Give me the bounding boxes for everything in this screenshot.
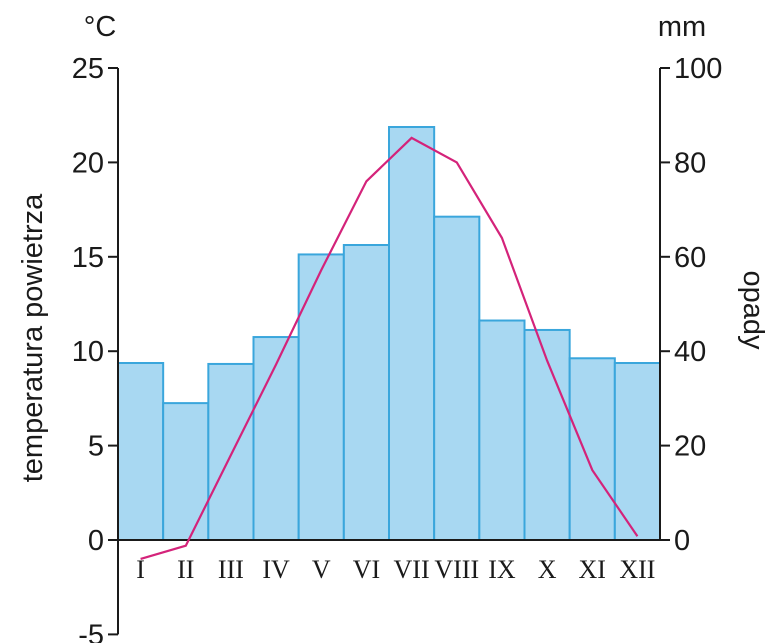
precip-bar-VI — [344, 245, 389, 540]
month-labels: I II III IV V VI VII VIII IX X XI XII — [136, 555, 655, 584]
left-axis-title: temperatura powietrza — [17, 193, 49, 482]
month-label-IV: IV — [262, 555, 290, 584]
left-axis-ticks: -5 0 5 10 15 20 25 — [72, 53, 118, 643]
month-label-V: V — [312, 555, 331, 584]
month-label-XI: XI — [579, 555, 606, 584]
right-axis-ticks: 0 20 40 60 80 100 — [660, 53, 722, 557]
left-tick-label: 25 — [72, 53, 104, 85]
left-tick-label: 20 — [72, 147, 104, 179]
precip-bar-IV — [254, 337, 299, 540]
precip-bar-IX — [479, 321, 524, 540]
left-tick-label: -5 — [78, 619, 104, 643]
precip-bar-II — [163, 403, 208, 540]
precipitation-bars — [118, 127, 660, 540]
month-label-VIII: VIII — [434, 555, 479, 584]
month-label-IX: IX — [488, 555, 516, 584]
month-label-X: X — [538, 555, 557, 584]
left-tick-label: 5 — [88, 431, 104, 463]
left-tick-label: 10 — [72, 336, 104, 368]
right-tick-label: 40 — [674, 336, 706, 368]
precip-bar-VII — [389, 127, 434, 540]
precip-bar-V — [299, 254, 344, 540]
month-label-III: III — [218, 555, 244, 584]
left-tick-label: 0 — [88, 525, 104, 557]
month-label-VI: VI — [353, 555, 380, 584]
precip-bar-III — [208, 364, 253, 540]
right-tick-label: 0 — [674, 525, 690, 557]
right-unit-label: mm — [658, 11, 706, 43]
left-tick-label: 15 — [72, 242, 104, 274]
month-label-XII: XII — [619, 555, 655, 584]
right-axis-title: opady — [737, 270, 769, 350]
precip-bar-VIII — [434, 217, 479, 540]
precip-bar-I — [118, 363, 163, 540]
month-label-II: II — [177, 555, 194, 584]
precip-bar-XI — [570, 358, 615, 540]
right-tick-label: 60 — [674, 242, 706, 274]
month-label-I: I — [136, 555, 145, 584]
right-tick-label: 100 — [674, 53, 722, 85]
left-unit-label: °C — [84, 11, 117, 43]
right-tick-label: 20 — [674, 431, 706, 463]
month-label-VII: VII — [394, 555, 430, 584]
right-tick-label: 80 — [674, 147, 706, 179]
